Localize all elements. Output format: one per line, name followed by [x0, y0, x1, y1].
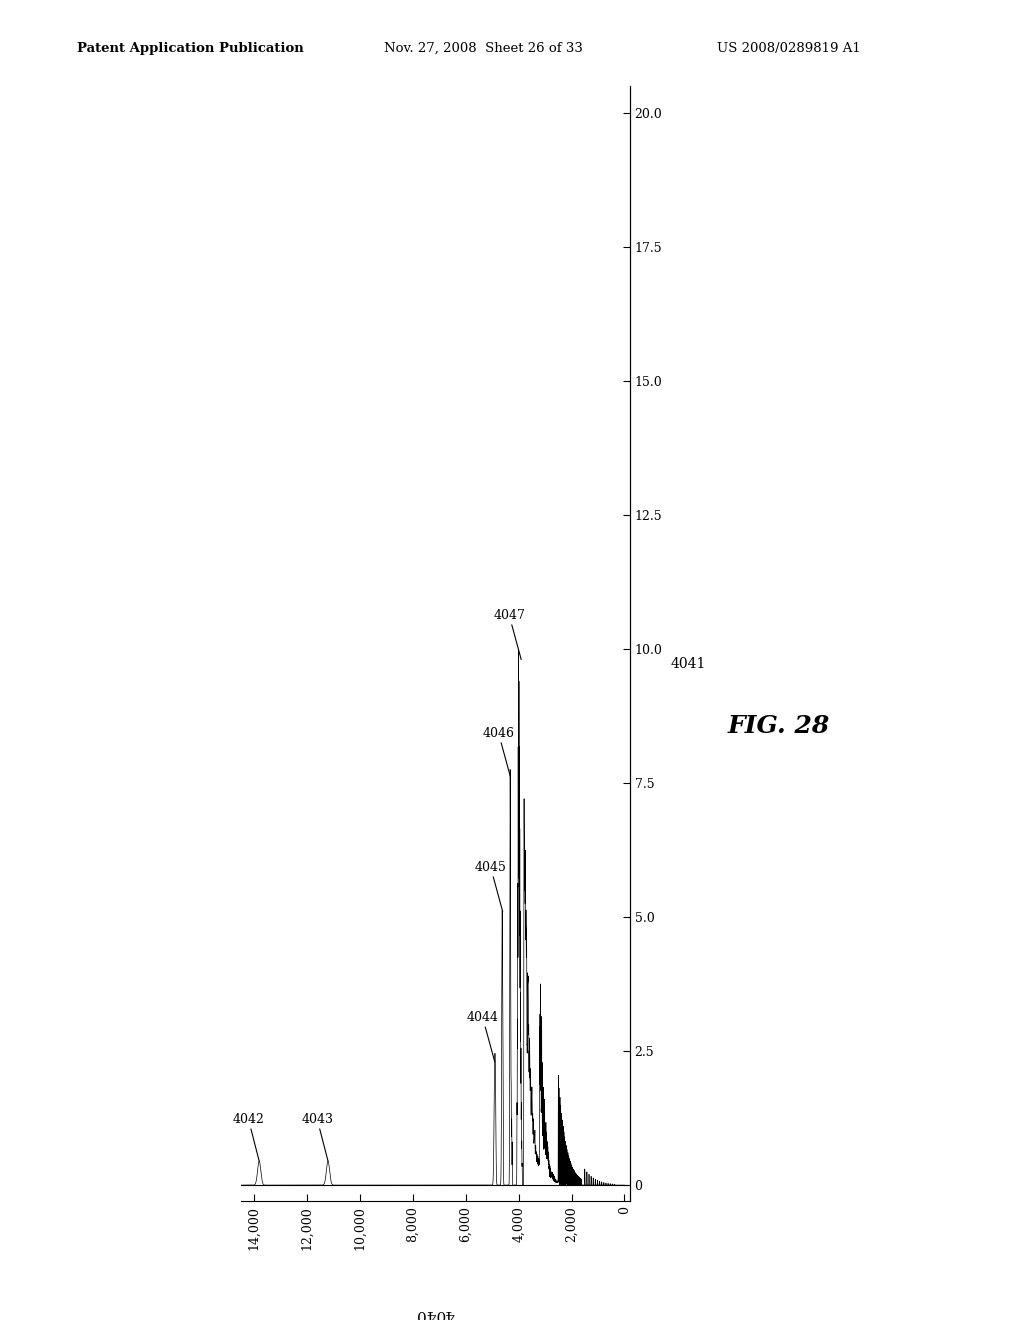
Text: 4043: 4043	[301, 1113, 333, 1162]
Text: FIG. 28: FIG. 28	[727, 714, 829, 738]
Text: 4041: 4041	[671, 657, 706, 671]
Text: 4042: 4042	[232, 1113, 264, 1162]
Text: 4040: 4040	[416, 1307, 455, 1320]
Text: Nov. 27, 2008  Sheet 26 of 33: Nov. 27, 2008 Sheet 26 of 33	[384, 42, 583, 55]
Text: 4045: 4045	[475, 861, 507, 912]
Text: 4047: 4047	[494, 609, 525, 660]
Text: Patent Application Publication: Patent Application Publication	[77, 42, 303, 55]
Text: US 2008/0289819 A1: US 2008/0289819 A1	[717, 42, 860, 55]
Text: 4044: 4044	[467, 1011, 499, 1061]
Text: 4046: 4046	[482, 727, 515, 777]
